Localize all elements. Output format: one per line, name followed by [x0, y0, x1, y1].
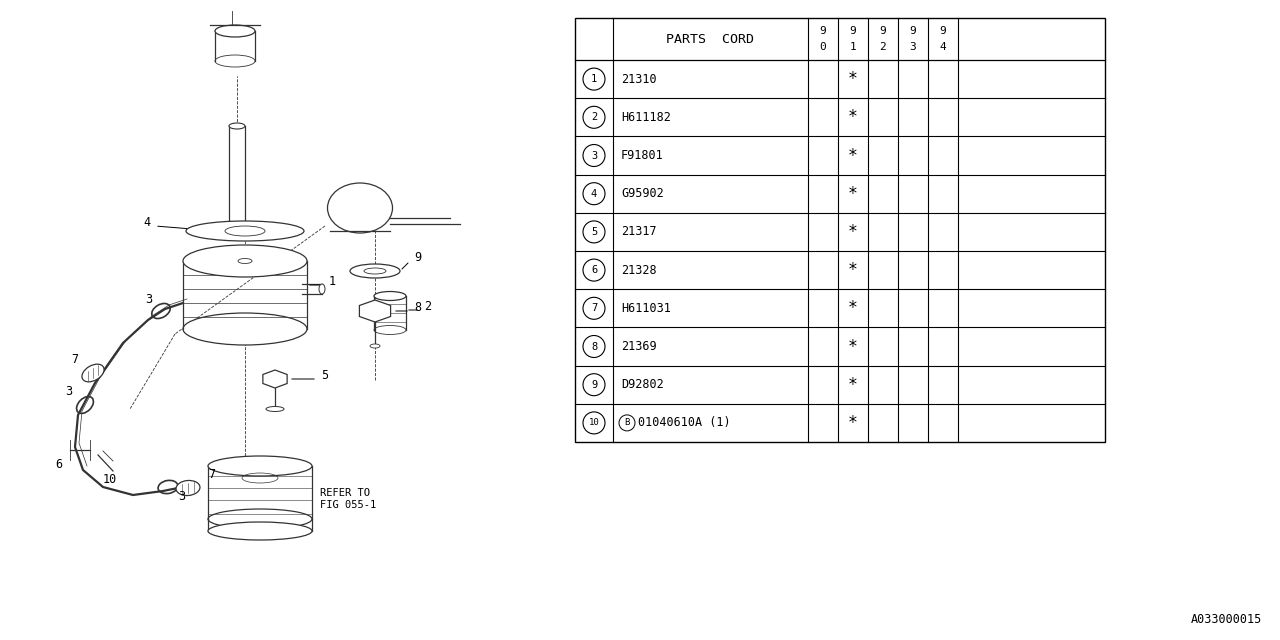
Text: H611031: H611031	[621, 302, 671, 315]
Text: 21317: 21317	[621, 225, 657, 239]
Text: G95902: G95902	[621, 188, 664, 200]
Text: A033000015: A033000015	[1190, 613, 1262, 626]
Text: *: *	[849, 70, 858, 88]
Ellipse shape	[215, 25, 255, 37]
Text: 1: 1	[329, 275, 337, 288]
Text: 3: 3	[65, 385, 72, 398]
Text: 7: 7	[207, 468, 215, 481]
Ellipse shape	[183, 245, 307, 277]
Text: 01040610A (1): 01040610A (1)	[637, 417, 731, 429]
Text: 3: 3	[178, 490, 186, 503]
Text: 5: 5	[321, 369, 328, 382]
Ellipse shape	[229, 123, 244, 129]
Text: 3: 3	[910, 42, 916, 52]
Ellipse shape	[374, 291, 406, 301]
Polygon shape	[262, 370, 287, 388]
Text: *: *	[849, 414, 858, 432]
Text: 21310: 21310	[621, 72, 657, 86]
Text: 9: 9	[591, 380, 598, 390]
Text: 2: 2	[424, 300, 431, 313]
Polygon shape	[360, 300, 390, 322]
Bar	[575, 18, 1105, 442]
Text: *: *	[849, 147, 858, 164]
Text: 5: 5	[591, 227, 598, 237]
Text: 7: 7	[591, 303, 598, 314]
Text: F91801: F91801	[621, 149, 664, 162]
Text: 1: 1	[850, 42, 856, 52]
Ellipse shape	[207, 522, 312, 540]
Text: 2: 2	[879, 42, 886, 52]
Text: 9: 9	[940, 26, 946, 36]
Text: *: *	[849, 223, 858, 241]
Text: 9: 9	[413, 251, 421, 264]
Text: D92802: D92802	[621, 378, 664, 391]
Text: 6: 6	[591, 265, 598, 275]
Text: 2: 2	[591, 112, 598, 122]
Text: H611182: H611182	[621, 111, 671, 124]
Ellipse shape	[186, 221, 305, 241]
Ellipse shape	[238, 259, 252, 264]
Text: 3: 3	[145, 293, 152, 306]
Text: 8: 8	[591, 342, 598, 351]
Ellipse shape	[370, 344, 380, 348]
Ellipse shape	[82, 364, 104, 382]
Text: *: *	[849, 261, 858, 279]
Ellipse shape	[349, 264, 399, 278]
Text: PARTS  CORD: PARTS CORD	[667, 33, 754, 45]
Text: 9: 9	[819, 26, 827, 36]
Text: 4: 4	[591, 189, 598, 198]
Text: 3: 3	[591, 150, 598, 161]
Text: 10: 10	[589, 419, 599, 428]
Text: REFER TO
FIG 055-1: REFER TO FIG 055-1	[320, 488, 376, 510]
Text: *: *	[849, 376, 858, 394]
Text: 10: 10	[102, 473, 118, 486]
Ellipse shape	[207, 456, 312, 476]
Text: 21328: 21328	[621, 264, 657, 276]
Ellipse shape	[183, 313, 307, 345]
Text: 6: 6	[55, 458, 63, 471]
Ellipse shape	[266, 406, 284, 412]
Text: 8: 8	[413, 301, 421, 314]
Text: 4: 4	[143, 216, 150, 229]
Ellipse shape	[177, 481, 200, 495]
Text: 9: 9	[910, 26, 916, 36]
Text: 4: 4	[940, 42, 946, 52]
Text: 21369: 21369	[621, 340, 657, 353]
Text: *: *	[849, 185, 858, 203]
Text: 0: 0	[819, 42, 827, 52]
Text: 7: 7	[70, 353, 78, 366]
Text: B: B	[625, 419, 630, 428]
Text: 1: 1	[591, 74, 598, 84]
Text: *: *	[849, 300, 858, 317]
Text: *: *	[849, 337, 858, 355]
Text: 9: 9	[879, 26, 886, 36]
Ellipse shape	[319, 284, 325, 294]
Text: 9: 9	[850, 26, 856, 36]
Text: *: *	[849, 108, 858, 126]
